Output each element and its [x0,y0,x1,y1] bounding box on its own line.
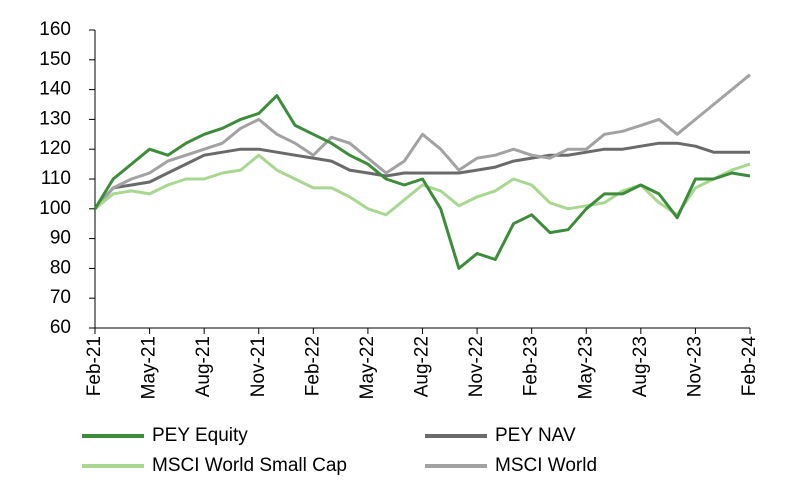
y-tick-label: 130 [39,108,71,129]
x-tick-label: Nov-22 [466,336,487,397]
y-tick-label: 110 [41,168,71,189]
x-tick-label: Aug-23 [630,336,651,397]
y-tick-label: 120 [39,138,71,159]
x-tick-label: Nov-23 [684,336,705,397]
y-tick-label: 100 [39,198,71,219]
y-tick-label: 140 [39,79,71,100]
series-line [93,73,751,210]
legend-label: PEY NAV [495,425,576,446]
x-tick-label: Feb-24 [739,336,760,397]
x-tick-label: Feb-23 [521,336,542,396]
legend-label: MSCI World Small Cap [152,455,347,476]
y-tick-label: 160 [39,19,71,40]
x-tick-label: Feb-21 [84,336,105,396]
y-tick-label: 150 [39,49,71,70]
x-tick-label: Aug-21 [193,336,214,397]
legend-label: MSCI World [495,455,597,476]
x-tick-label: May-23 [575,336,596,399]
y-tick-label: 90 [50,228,71,249]
x-tick-label: May-22 [357,336,378,399]
series-line [93,94,751,270]
y-tick-label: 60 [50,317,71,338]
y-tick-label: 80 [50,257,71,278]
x-tick-label: Aug-22 [412,336,433,397]
series-line [93,141,750,210]
x-tick-label: Nov-21 [248,336,269,397]
x-tick-label: Feb-22 [302,336,323,396]
legend-label: PEY Equity [152,425,248,446]
y-tick-label: 70 [50,287,71,308]
x-tick-label: May-21 [139,336,160,399]
series-line [94,153,751,217]
